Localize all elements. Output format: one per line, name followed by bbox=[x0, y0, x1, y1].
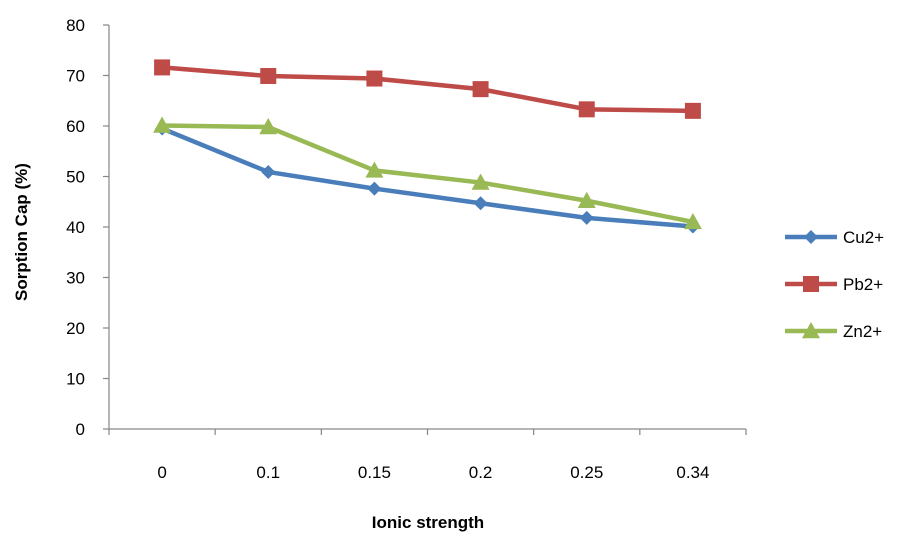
series-zn2 bbox=[153, 116, 702, 230]
y-tick-label: 0 bbox=[76, 420, 85, 439]
legend-marker-pb2 bbox=[803, 276, 819, 292]
data-point-pb2 bbox=[260, 68, 277, 85]
legend-item-zn2: Zn2+ bbox=[785, 322, 882, 341]
y-tick-label: 40 bbox=[66, 218, 85, 237]
legend-label-pb2: Pb2+ bbox=[843, 275, 883, 294]
data-point-zn2 bbox=[683, 212, 702, 230]
data-point-pb2 bbox=[578, 101, 595, 118]
y-ticks: 0 10 20 30 40 50 60 70 80 bbox=[66, 16, 109, 439]
x-tick-label: 0.15 bbox=[358, 463, 391, 482]
data-point-cu2 bbox=[367, 181, 382, 196]
x-tick-label: 0.25 bbox=[570, 463, 603, 482]
legend-label-zn2: Zn2+ bbox=[843, 322, 882, 341]
legend-marker-zn2 bbox=[802, 322, 820, 339]
y-tick-label: 20 bbox=[66, 319, 85, 338]
legend-label-cu2: Cu2+ bbox=[843, 228, 884, 247]
y-tick-label: 50 bbox=[66, 168, 85, 187]
data-point-cu2 bbox=[261, 164, 276, 179]
legend-marker-cu2 bbox=[804, 230, 818, 244]
y-tick-label: 70 bbox=[66, 67, 85, 86]
data-point-zn2 bbox=[259, 118, 278, 135]
x-ticks: 0 0.1 0.15 0.2 0.25 0.34 bbox=[108, 429, 747, 482]
data-point-pb2 bbox=[154, 59, 171, 76]
data-point-pb2 bbox=[472, 81, 489, 98]
y-axis-title: Sorption Cap (%) bbox=[12, 163, 31, 301]
x-tick-label: 0.1 bbox=[256, 463, 280, 482]
x-axis-title: Ionic strength bbox=[372, 513, 484, 532]
y-tick-label: 80 bbox=[66, 16, 85, 35]
plot-area: 0 10 20 30 40 50 60 70 80 0 0.1 0.15 0.2 0.25 0.34 bbox=[66, 16, 747, 482]
data-point-zn2 bbox=[365, 161, 384, 178]
data-point-cu2 bbox=[579, 210, 594, 225]
series-pb2 bbox=[154, 59, 701, 119]
series-line-pb2 bbox=[161, 65, 693, 114]
series-layer bbox=[153, 59, 702, 234]
x-tick-label: 0 bbox=[157, 463, 166, 482]
y-tick-label: 30 bbox=[66, 269, 85, 288]
data-point-zn2 bbox=[471, 173, 490, 190]
data-point-pb2 bbox=[684, 102, 701, 119]
data-point-zn2 bbox=[577, 191, 596, 208]
legend: Cu2+ Pb2+ Zn2+ bbox=[785, 228, 884, 341]
legend-item-pb2: Pb2+ bbox=[785, 275, 883, 294]
legend-item-cu2: Cu2+ bbox=[785, 228, 884, 247]
y-tick-label: 60 bbox=[66, 117, 85, 136]
x-tick-label: 0.2 bbox=[469, 463, 493, 482]
series-line-cu2 bbox=[161, 126, 694, 229]
series-line-zn2 bbox=[162, 123, 694, 225]
data-point-pb2 bbox=[366, 70, 383, 87]
x-tick-label: 0.34 bbox=[676, 463, 709, 482]
y-tick-label: 10 bbox=[66, 370, 85, 389]
data-point-cu2 bbox=[473, 196, 488, 211]
data-point-zn2 bbox=[153, 116, 172, 133]
